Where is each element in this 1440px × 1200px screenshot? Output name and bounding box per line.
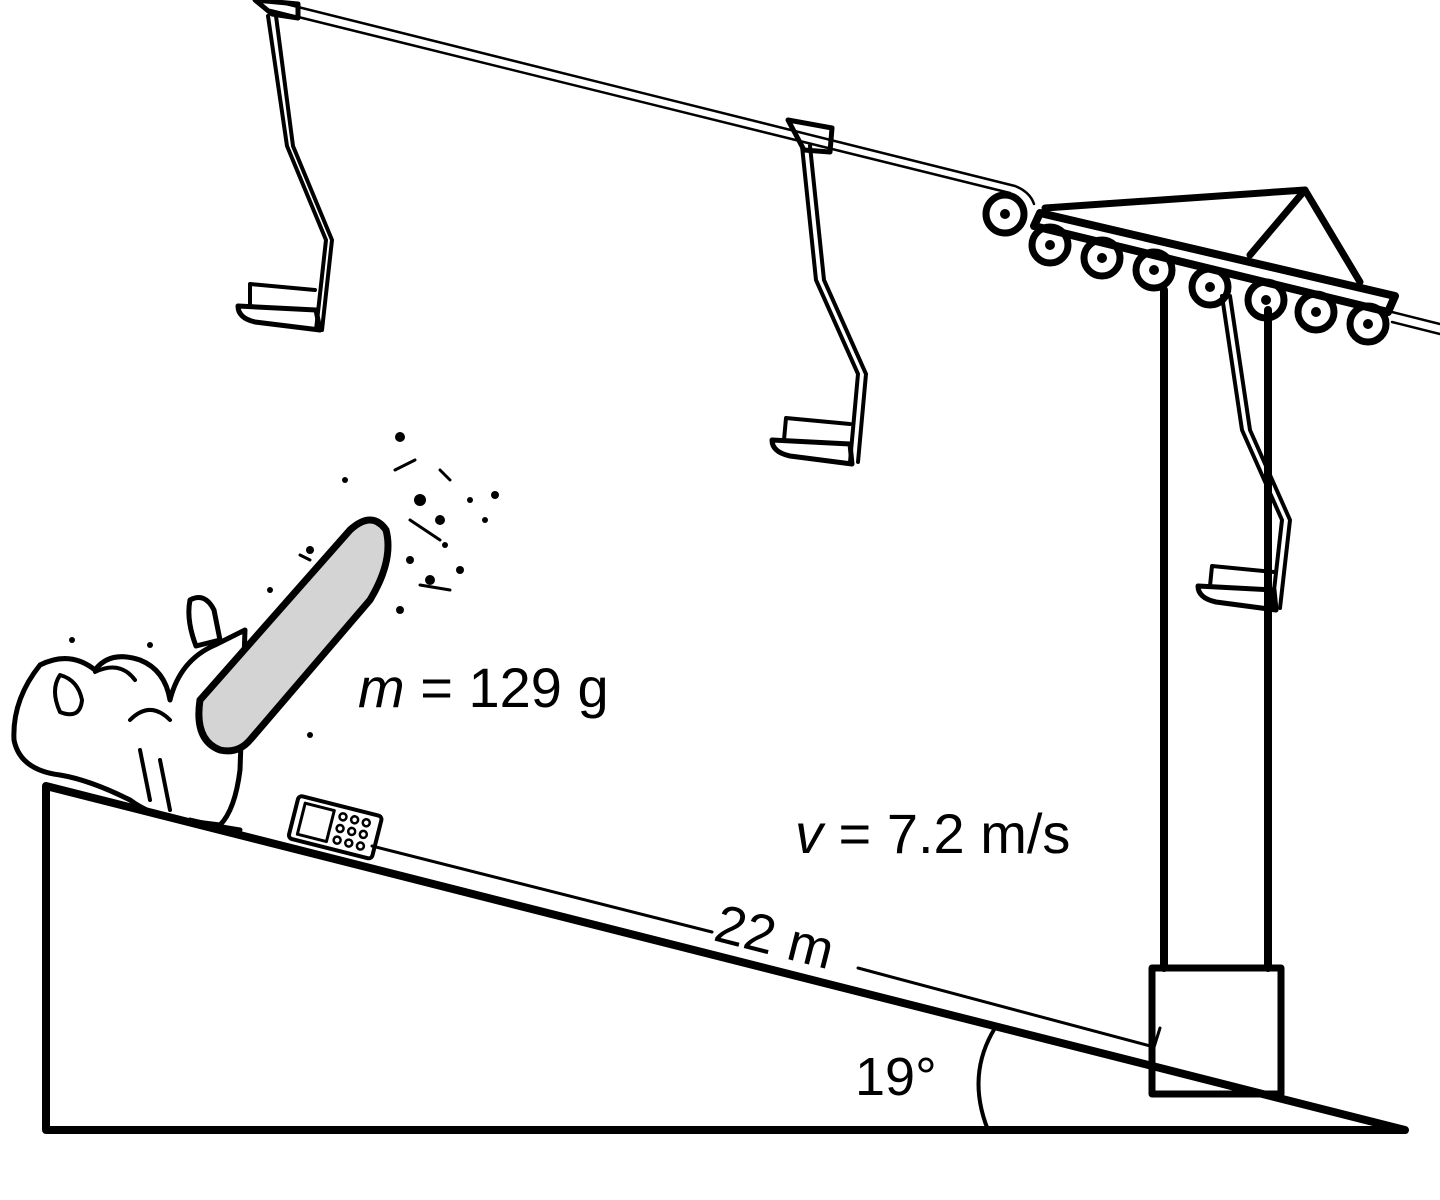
chair-2 bbox=[769, 117, 868, 467]
slope-triangle bbox=[42, 782, 1409, 1134]
snowboarder-figure bbox=[11, 432, 499, 833]
distance-line bbox=[370, 844, 1156, 1049]
chair-1 bbox=[235, 0, 334, 333]
chairlift-tower bbox=[982, 186, 1399, 1098]
mass-label: m = 129 g bbox=[358, 656, 609, 719]
lift-cable bbox=[268, 0, 1440, 336]
phone-icon bbox=[286, 794, 384, 861]
snow-spray bbox=[69, 432, 499, 738]
chair-3 bbox=[1195, 294, 1292, 613]
tower-base bbox=[1148, 964, 1285, 1098]
snowboard bbox=[195, 516, 392, 755]
distance-label: 22 m bbox=[709, 893, 840, 981]
tower-crossarm bbox=[1030, 209, 1399, 316]
angle-arc bbox=[976, 1026, 997, 1132]
sheave-wheels bbox=[982, 191, 1390, 346]
angle-label: 19° bbox=[855, 1047, 937, 1107]
velocity-label: v = 7.2 m/s bbox=[795, 802, 1070, 865]
